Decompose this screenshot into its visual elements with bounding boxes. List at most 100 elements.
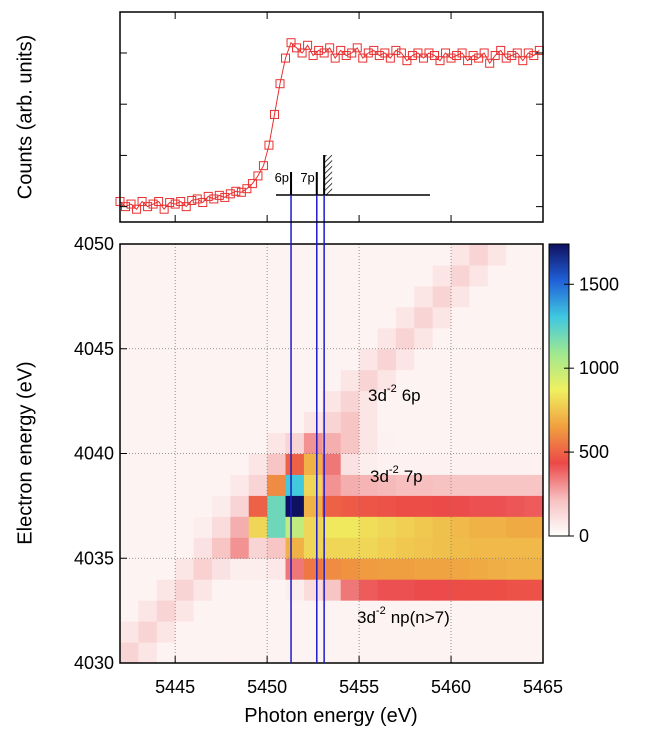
- heat-cell: [395, 411, 415, 434]
- heat-cell: [487, 621, 507, 643]
- heat-cell: [120, 537, 139, 559]
- heat-cell: [340, 244, 360, 266]
- heat-cell: [211, 537, 231, 559]
- heat-cell: [524, 642, 544, 664]
- heat-cell: [340, 474, 360, 496]
- heat-cell: [469, 327, 489, 350]
- annotation-rest: 6p: [402, 386, 421, 405]
- heat-cell: [487, 411, 507, 434]
- heat-cell: [414, 306, 434, 329]
- heat-cell: [230, 537, 250, 559]
- data-point: [297, 48, 307, 58]
- heat-cell: [506, 306, 526, 329]
- heat-cell: [248, 306, 268, 329]
- annotation: 3d-2 np(n>7): [357, 605, 450, 627]
- heat-cell: [506, 390, 526, 413]
- heat-cell: [138, 327, 158, 350]
- heat-cell: [524, 558, 544, 580]
- plot-frame: [119, 243, 544, 664]
- data-point: [181, 202, 191, 212]
- heat-cell: [303, 369, 323, 392]
- heat-cell: [414, 495, 434, 517]
- heat-cell: [506, 600, 526, 622]
- heat-cell: [451, 432, 470, 454]
- heat-cell: [156, 390, 176, 413]
- heat-cell: [303, 264, 323, 287]
- heat-cell: [267, 579, 287, 601]
- heat-cell: [193, 558, 213, 580]
- data-point: [496, 45, 506, 55]
- heat-cell: [120, 348, 139, 371]
- heat-cell: [175, 390, 195, 413]
- heat-cell: [230, 579, 250, 601]
- heat-cell: [120, 390, 139, 413]
- data-point: [225, 189, 235, 199]
- data-point: [341, 51, 351, 61]
- heat-cell: [175, 453, 195, 475]
- heat-cell: [267, 264, 287, 287]
- heat-cell: [211, 621, 231, 643]
- heat-cell: [377, 348, 397, 371]
- heat-cell: [432, 348, 452, 371]
- heat-cell: [451, 306, 470, 329]
- data-point: [159, 204, 169, 214]
- heat-cell: [432, 306, 452, 329]
- heat-cell: [322, 537, 342, 559]
- heat-cell: [469, 264, 489, 287]
- heat-cell: [487, 600, 507, 622]
- x-tick-label: 5465: [523, 677, 563, 697]
- heat-cell: [432, 327, 452, 350]
- annotation: 3d-2 6p: [368, 383, 421, 405]
- heat-cell: [193, 642, 213, 664]
- x-axis-title: Photon energy (eV): [244, 705, 417, 727]
- heat-cell: [230, 285, 250, 308]
- heat-cell: [377, 558, 397, 580]
- heat-cell: [120, 474, 139, 496]
- data-point: [176, 197, 186, 207]
- heat-cell: [524, 411, 544, 434]
- annotation-rest: np(n>7): [391, 608, 450, 627]
- data-point: [214, 190, 224, 200]
- heat-cell: [248, 642, 268, 664]
- heat-cell: [120, 244, 139, 266]
- heat-cell: [285, 600, 305, 622]
- heat-cell: [267, 621, 287, 643]
- data-point: [512, 48, 522, 58]
- heat-cell: [414, 579, 434, 601]
- heat-cell: [395, 306, 415, 329]
- heat-cell: [211, 244, 231, 266]
- heat-cell: [120, 306, 139, 329]
- heat-cell: [303, 474, 323, 496]
- heat-cell: [377, 495, 397, 517]
- heat-cell: [414, 537, 434, 559]
- heat-cell: [340, 621, 360, 643]
- heat-cell: [230, 348, 250, 371]
- data-point: [319, 48, 329, 58]
- heat-cell: [193, 369, 213, 392]
- heat-cell: [285, 558, 305, 580]
- heat-cell: [395, 348, 415, 371]
- heat-cell: [211, 579, 231, 601]
- heat-cell: [469, 621, 489, 643]
- heat-cell: [414, 285, 434, 308]
- heat-cell: [303, 285, 323, 308]
- heat-cell: [377, 306, 397, 329]
- heat-cell: [377, 579, 397, 601]
- heat-cell: [469, 390, 489, 413]
- heat-cell: [414, 621, 434, 643]
- overlay: 5445 5450 5455 5460 5465 4030 4035 4040 4045 4050…: [74, 11, 619, 697]
- heat-cell: [414, 264, 434, 287]
- heat-cell: [359, 642, 378, 664]
- heat-cell: [285, 537, 305, 559]
- heat-cell: [359, 558, 378, 580]
- heat-cell: [340, 579, 360, 601]
- heat-cell: [193, 432, 213, 454]
- heat-cell: [487, 264, 507, 287]
- x-tick-label: 5460: [431, 677, 471, 697]
- heat-cell: [322, 558, 342, 580]
- heat-cell: [524, 537, 544, 559]
- heat-cell: [285, 327, 305, 350]
- heat-cell: [248, 327, 268, 350]
- heat-cell: [138, 558, 158, 580]
- heat-cell: [414, 600, 434, 622]
